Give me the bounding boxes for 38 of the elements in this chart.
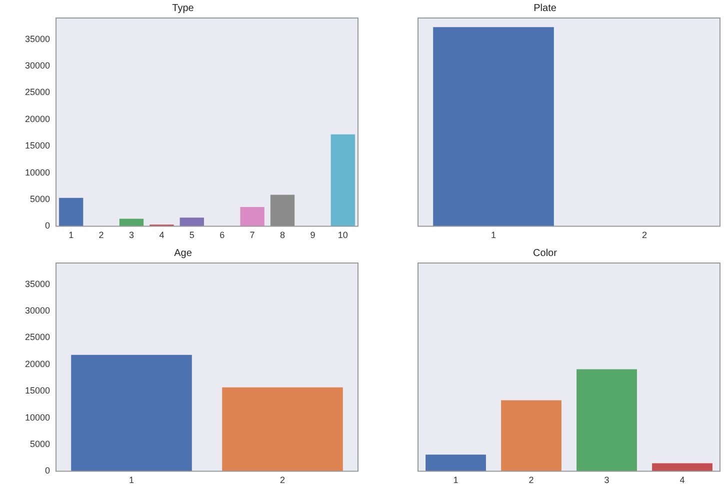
- y-tick-label: 30000: [24, 60, 50, 71]
- x-tick-label: 7: [250, 230, 255, 240]
- y-tick-label: 5000: [30, 194, 50, 204]
- y-tick-label: 5000: [30, 438, 50, 449]
- x-tick-label: 1: [68, 230, 74, 240]
- x-tick-label: 3: [604, 475, 610, 486]
- y-tick-label: 10000: [24, 167, 50, 178]
- y-tick-label: 20000: [24, 114, 50, 124]
- y-tick-label: 15000: [24, 140, 50, 151]
- y-tick-label: 25000: [24, 332, 50, 342]
- y-tick-label: 10000: [24, 412, 50, 422]
- chart-title: Color: [533, 248, 558, 259]
- y-tick-label: 25000: [24, 87, 50, 98]
- x-tick-label: 4: [159, 230, 164, 240]
- x-tick-label: 5: [189, 230, 194, 240]
- x-tick-label: 2: [280, 475, 286, 486]
- y-tick-label: 30000: [24, 306, 50, 316]
- x-tick-label: 2: [98, 230, 104, 240]
- chart-title: Type: [172, 2, 194, 14]
- x-tick-label: 3: [128, 230, 134, 240]
- chart-title: Age: [174, 248, 192, 259]
- y-tick-label: 35000: [24, 278, 50, 289]
- y-tick-label: 0: [44, 466, 50, 476]
- x-tick-label: 2: [528, 475, 534, 486]
- x-tick-label: 9: [310, 230, 316, 240]
- x-tick-label: 1: [453, 475, 458, 486]
- x-tick-label: 8: [280, 230, 286, 240]
- x-tick-label: 1: [490, 230, 496, 240]
- x-tick-label: 1: [128, 475, 134, 486]
- y-tick-label: 35000: [24, 34, 50, 44]
- chart-title: Plate: [534, 2, 557, 14]
- x-tick-label: 10: [338, 230, 348, 240]
- x-tick-label: 6: [220, 230, 225, 240]
- y-tick-label: 15000: [24, 386, 50, 396]
- x-tick-label: 4: [680, 475, 685, 486]
- x-tick-label: 2: [642, 230, 648, 240]
- y-tick-label: 0: [44, 220, 50, 231]
- y-tick-label: 20000: [24, 358, 50, 369]
